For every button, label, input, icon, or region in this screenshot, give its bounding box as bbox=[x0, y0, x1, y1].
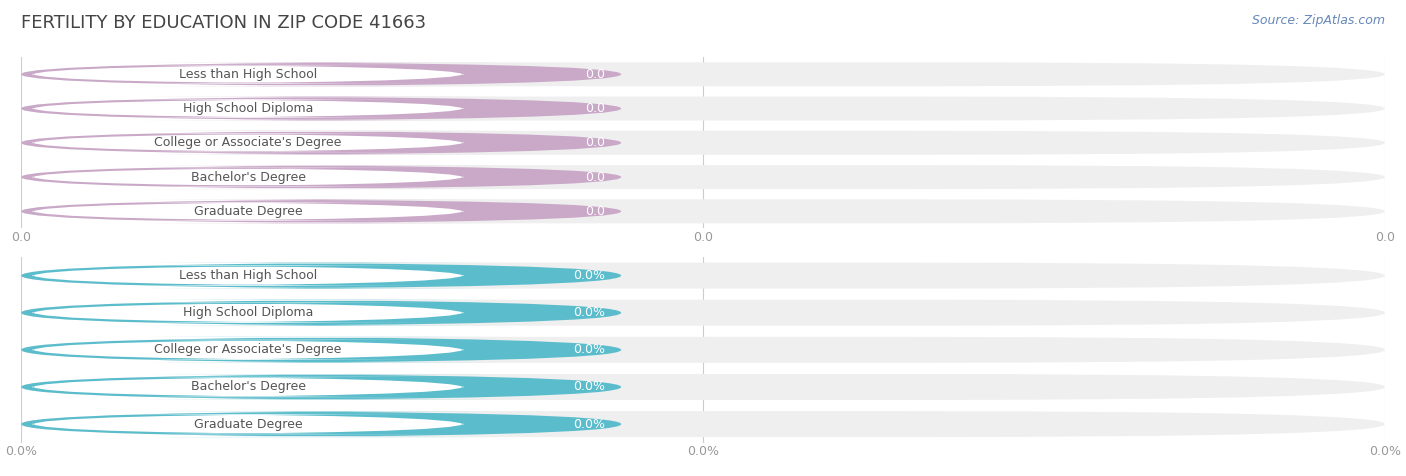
FancyBboxPatch shape bbox=[21, 131, 621, 155]
Text: 0.0: 0.0 bbox=[585, 205, 605, 218]
FancyBboxPatch shape bbox=[32, 202, 464, 221]
FancyBboxPatch shape bbox=[21, 199, 1385, 223]
Text: 0.0%: 0.0% bbox=[572, 269, 605, 282]
FancyBboxPatch shape bbox=[32, 65, 464, 84]
FancyBboxPatch shape bbox=[32, 340, 464, 360]
Text: College or Associate's Degree: College or Associate's Degree bbox=[155, 136, 342, 149]
FancyBboxPatch shape bbox=[21, 374, 621, 400]
FancyBboxPatch shape bbox=[21, 199, 621, 223]
Text: 0.0%: 0.0% bbox=[572, 380, 605, 394]
Text: 0.0: 0.0 bbox=[585, 136, 605, 149]
FancyBboxPatch shape bbox=[21, 337, 1385, 363]
Text: 0.0%: 0.0% bbox=[572, 306, 605, 319]
Text: College or Associate's Degree: College or Associate's Degree bbox=[155, 343, 342, 357]
FancyBboxPatch shape bbox=[32, 133, 464, 152]
FancyBboxPatch shape bbox=[32, 414, 464, 434]
Text: 0.0%: 0.0% bbox=[572, 343, 605, 357]
Text: Less than High School: Less than High School bbox=[179, 68, 318, 81]
FancyBboxPatch shape bbox=[21, 374, 1385, 400]
Text: 0.0: 0.0 bbox=[585, 170, 605, 184]
FancyBboxPatch shape bbox=[21, 411, 621, 437]
FancyBboxPatch shape bbox=[32, 99, 464, 118]
Text: High School Diploma: High School Diploma bbox=[183, 102, 314, 115]
FancyBboxPatch shape bbox=[21, 263, 1385, 288]
FancyBboxPatch shape bbox=[21, 337, 621, 363]
FancyBboxPatch shape bbox=[21, 62, 1385, 86]
FancyBboxPatch shape bbox=[21, 165, 621, 189]
Text: Less than High School: Less than High School bbox=[179, 269, 318, 282]
FancyBboxPatch shape bbox=[32, 303, 464, 323]
FancyBboxPatch shape bbox=[21, 165, 1385, 189]
Text: FERTILITY BY EDUCATION IN ZIP CODE 41663: FERTILITY BY EDUCATION IN ZIP CODE 41663 bbox=[21, 14, 426, 32]
Text: Bachelor's Degree: Bachelor's Degree bbox=[191, 380, 305, 394]
Text: Bachelor's Degree: Bachelor's Degree bbox=[191, 170, 305, 184]
FancyBboxPatch shape bbox=[21, 97, 621, 120]
FancyBboxPatch shape bbox=[32, 377, 464, 397]
FancyBboxPatch shape bbox=[32, 168, 464, 187]
Text: High School Diploma: High School Diploma bbox=[183, 306, 314, 319]
FancyBboxPatch shape bbox=[21, 411, 1385, 437]
Text: 0.0%: 0.0% bbox=[572, 417, 605, 431]
FancyBboxPatch shape bbox=[21, 131, 1385, 155]
Text: 0.0: 0.0 bbox=[585, 102, 605, 115]
FancyBboxPatch shape bbox=[21, 263, 621, 288]
Text: 0.0: 0.0 bbox=[585, 68, 605, 81]
Text: Graduate Degree: Graduate Degree bbox=[194, 205, 302, 218]
Text: Graduate Degree: Graduate Degree bbox=[194, 417, 302, 431]
FancyBboxPatch shape bbox=[21, 62, 621, 86]
FancyBboxPatch shape bbox=[21, 300, 1385, 326]
FancyBboxPatch shape bbox=[21, 300, 621, 326]
Text: Source: ZipAtlas.com: Source: ZipAtlas.com bbox=[1251, 14, 1385, 27]
FancyBboxPatch shape bbox=[21, 97, 1385, 120]
FancyBboxPatch shape bbox=[32, 266, 464, 286]
